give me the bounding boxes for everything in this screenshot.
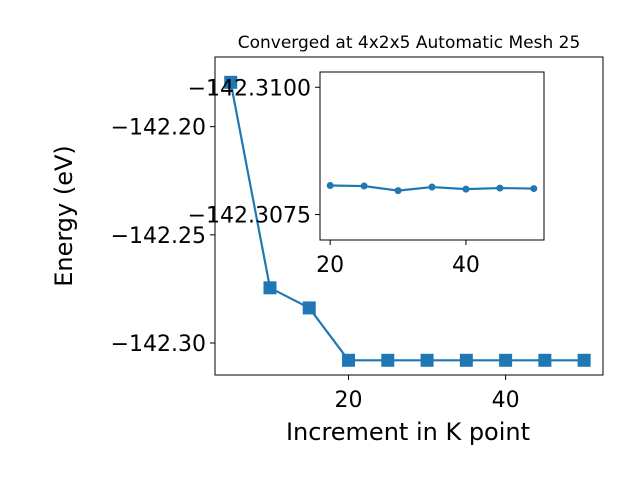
- main-data-point: [302, 301, 316, 315]
- main-data-point: [224, 75, 238, 89]
- chart-title: Converged at 4x2x5 Automatic Mesh 25: [238, 33, 581, 53]
- main-data-point: [342, 353, 356, 367]
- inset-data-point: [326, 182, 334, 190]
- inset-data-point: [496, 184, 504, 192]
- main-data-point: [577, 353, 591, 367]
- inset-data-point: [462, 185, 470, 193]
- inset-data-point: [530, 185, 538, 193]
- inset-y-tick-label: −142.3100: [188, 76, 311, 101]
- inset-data-point: [428, 183, 436, 191]
- main-data-point: [499, 353, 513, 367]
- main-data-point: [538, 353, 552, 367]
- main-series-line: [229, 82, 585, 362]
- main-x-tick-label: 40: [492, 388, 520, 413]
- inset-axes-frame: [319, 71, 545, 241]
- inset-data-point: [394, 187, 402, 195]
- inset-data-point: [360, 182, 368, 190]
- y-axis-label: Energy (eV): [50, 145, 78, 287]
- main-data-point: [381, 353, 395, 367]
- main-y-tick-label: −142.20: [111, 116, 206, 141]
- inset-y-tick-label: −142.3075: [188, 204, 311, 229]
- inset-plot: 20 40 −142.3100 −142.3075: [188, 71, 545, 278]
- x-axis-label: Increment in K point: [286, 418, 530, 446]
- main-data-point: [263, 281, 277, 295]
- main-x-tick-label: 20: [335, 388, 363, 413]
- inset-x-tick-label: 40: [452, 253, 480, 278]
- inset-x-tick-label: 20: [316, 253, 344, 278]
- main-data-point: [459, 353, 473, 367]
- main-y-tick-label: −142.30: [111, 332, 206, 357]
- main-data-point: [420, 353, 434, 367]
- main-y-tick-label: −142.25: [111, 224, 206, 249]
